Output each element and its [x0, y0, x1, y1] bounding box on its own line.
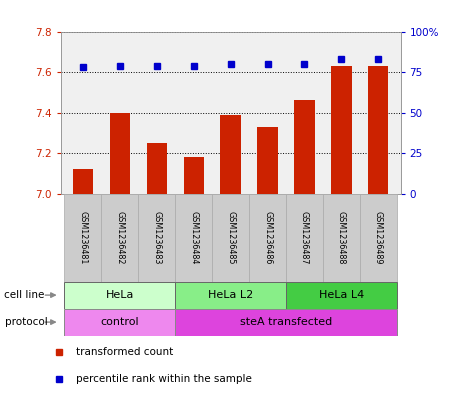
- Bar: [257, 127, 278, 194]
- Bar: [73, 169, 93, 194]
- Text: cell line: cell line: [4, 290, 45, 300]
- Bar: [360, 194, 397, 282]
- Bar: [110, 113, 130, 194]
- Text: GSM1236488: GSM1236488: [337, 211, 346, 264]
- Bar: [184, 157, 204, 194]
- Bar: [286, 282, 397, 309]
- Bar: [175, 309, 397, 336]
- Bar: [175, 194, 212, 282]
- Text: HeLa L4: HeLa L4: [319, 290, 364, 300]
- Text: percentile rank within the sample: percentile rank within the sample: [76, 374, 252, 384]
- Bar: [175, 282, 286, 309]
- Bar: [323, 194, 360, 282]
- Bar: [64, 309, 175, 336]
- Text: HeLa: HeLa: [106, 290, 134, 300]
- Bar: [294, 101, 315, 194]
- Bar: [64, 282, 175, 309]
- Text: GSM1236482: GSM1236482: [115, 211, 124, 264]
- Text: control: control: [100, 317, 139, 327]
- Bar: [101, 194, 138, 282]
- Text: GSM1236484: GSM1236484: [189, 211, 198, 264]
- Bar: [286, 194, 323, 282]
- Text: GSM1236481: GSM1236481: [78, 211, 87, 264]
- Bar: [331, 66, 351, 194]
- Text: GSM1236485: GSM1236485: [226, 211, 235, 264]
- Bar: [212, 194, 249, 282]
- Text: GSM1236487: GSM1236487: [300, 211, 309, 264]
- Bar: [220, 115, 241, 194]
- Text: HeLa L2: HeLa L2: [208, 290, 253, 300]
- Bar: [368, 66, 388, 194]
- Text: GSM1236483: GSM1236483: [152, 211, 161, 264]
- Bar: [64, 194, 101, 282]
- Text: steA transfected: steA transfected: [240, 317, 332, 327]
- Text: transformed count: transformed count: [76, 347, 173, 357]
- Text: GSM1236486: GSM1236486: [263, 211, 272, 264]
- Text: protocol: protocol: [4, 317, 47, 327]
- Bar: [138, 194, 175, 282]
- Bar: [249, 194, 286, 282]
- Text: GSM1236489: GSM1236489: [374, 211, 383, 264]
- Bar: [147, 143, 167, 194]
